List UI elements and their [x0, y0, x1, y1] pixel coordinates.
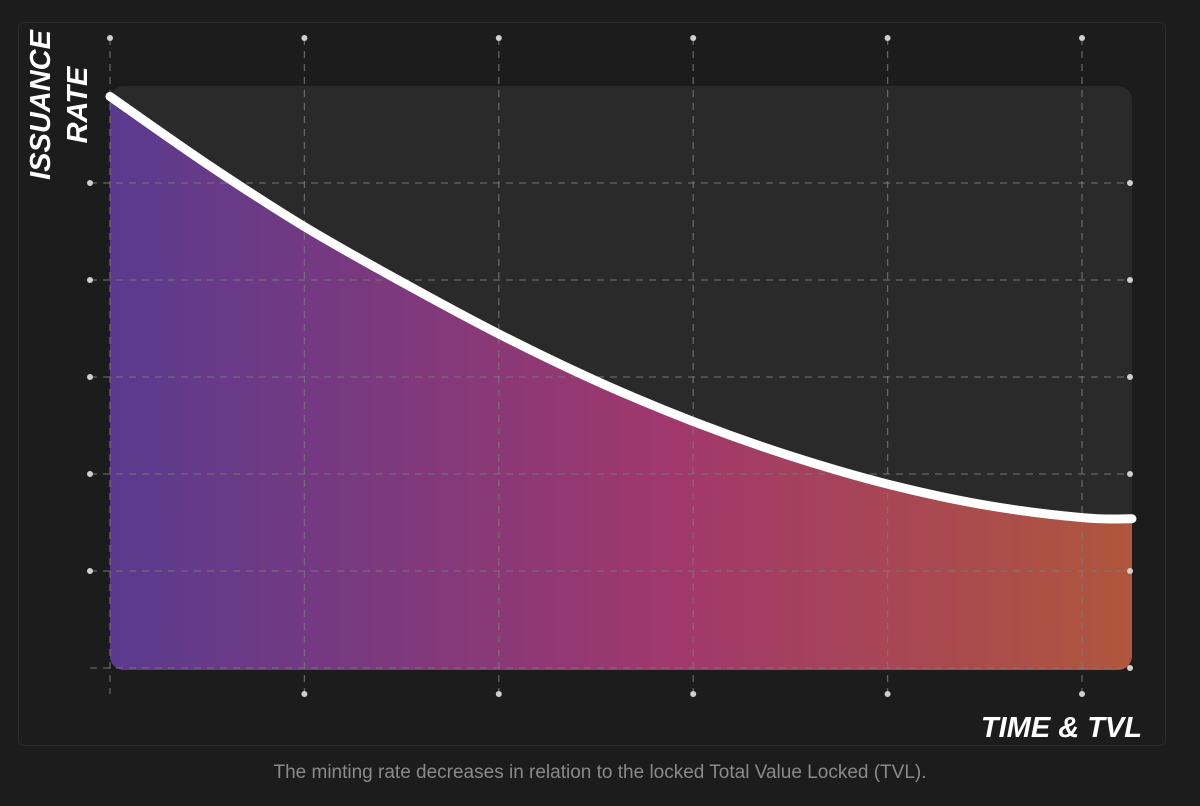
grid-tick-dot [884, 35, 891, 41]
grid-tick-dot [1127, 277, 1133, 283]
x-axis-label: TIME & TVL [981, 712, 1142, 744]
grid-tick-dot [301, 35, 308, 41]
grid-tick-dot [87, 568, 93, 574]
y-axis-label: ISSUANCE RATE [25, 28, 94, 180]
grid-tick-dot [1127, 568, 1133, 574]
issuance-area [110, 96, 1132, 670]
grid-tick-dot [495, 35, 502, 41]
grid-layer [87, 35, 1133, 697]
grid-tick-dot [690, 691, 697, 697]
grid-tick-dot [87, 471, 93, 477]
issuance-rate-line [105, 91, 1137, 524]
area-layer [110, 96, 1132, 670]
grid-tick-dot [1127, 374, 1133, 380]
grid-tick-dot [87, 374, 93, 380]
grid-tick-dot [1127, 180, 1133, 186]
grid-tick-dot [301, 691, 308, 697]
line-layer [105, 91, 1137, 524]
chart-caption: The minting rate decreases in relation t… [273, 762, 927, 783]
y-axis-label-line-1: ISSUANCE [25, 28, 57, 180]
grid-tick-dot [1079, 35, 1085, 41]
grid-tick-dot [884, 691, 891, 697]
grid-tick-dot [495, 691, 502, 697]
grid-tick-dot [1127, 665, 1133, 671]
grid-tick-dot [107, 35, 113, 41]
grid-tick-dot [690, 35, 697, 41]
grid-tick-dot [87, 277, 93, 283]
grid-tick-dot [87, 180, 93, 186]
y-axis-label-line-2: RATE [62, 65, 94, 143]
grid-tick-dot [1127, 471, 1133, 477]
grid-tick-dot [1079, 691, 1085, 697]
